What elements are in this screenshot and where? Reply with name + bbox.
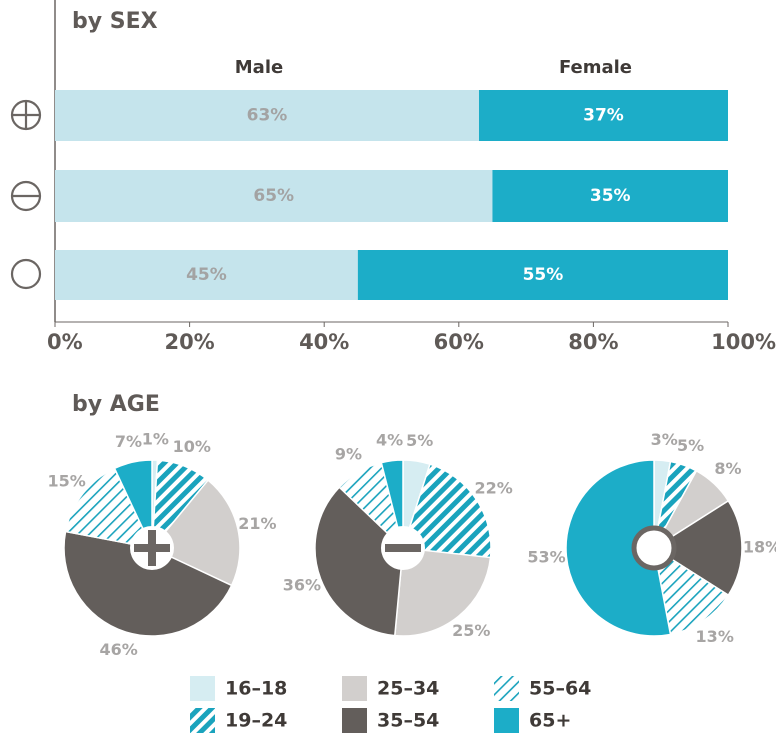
- bar-segment: [492, 170, 728, 222]
- value-label: 53%: [527, 548, 565, 567]
- value-label: 7%: [115, 432, 142, 451]
- legend-label: 55–64: [529, 678, 591, 700]
- value-label: 46%: [99, 640, 137, 659]
- value-label: 1%: [142, 430, 169, 449]
- x-tick-label: 20%: [164, 330, 214, 354]
- value-label: 65%: [253, 186, 294, 206]
- bar-segment: [55, 90, 479, 141]
- x-tick-label: 80%: [568, 330, 618, 354]
- pie-slice: [402, 463, 492, 559]
- x-tick-label: 0%: [47, 330, 83, 354]
- legend-label: 25–34: [377, 678, 439, 700]
- value-label: 4%: [376, 430, 403, 449]
- legend-swatch: [190, 676, 215, 701]
- x-tick-label: 60%: [434, 330, 484, 354]
- bar-segment: [55, 170, 493, 222]
- value-label: 10%: [173, 437, 211, 456]
- value-label: 37%: [583, 106, 624, 126]
- value-label: 36%: [283, 575, 321, 594]
- value-label: 13%: [696, 627, 734, 646]
- legend-label: 65+: [529, 710, 571, 732]
- value-label: 5%: [677, 436, 704, 455]
- value-label: 63%: [247, 106, 288, 126]
- bar-segment: [357, 250, 728, 300]
- pie-slice: [380, 459, 404, 549]
- legend-label: 19–24: [225, 710, 287, 732]
- legend-label: Male: [235, 57, 283, 78]
- chart-title: by AGE: [72, 392, 160, 417]
- pie-slice: [64, 467, 154, 550]
- pie-slice: [314, 486, 404, 637]
- center-hole: [631, 525, 677, 571]
- value-label: 15%: [48, 471, 86, 490]
- pie-slice: [565, 459, 672, 637]
- plus-icon: [148, 530, 156, 566]
- pie-slice: [652, 546, 730, 636]
- value-label: 45%: [186, 265, 227, 285]
- legend-label: Female: [559, 57, 632, 78]
- neutral-icon: [10, 258, 42, 290]
- legend-swatch: [494, 708, 519, 733]
- x-tick-label: 100%: [711, 330, 776, 354]
- value-label: 55%: [523, 265, 564, 285]
- value-label: 9%: [335, 444, 362, 463]
- minus-icon: [385, 544, 421, 552]
- value-label: 5%: [406, 431, 433, 450]
- pie-slice: [393, 547, 492, 637]
- pie-slice: [63, 530, 233, 637]
- legend-label: 35–54: [377, 710, 439, 732]
- pie-slice: [113, 459, 153, 549]
- value-label: 22%: [474, 479, 512, 498]
- legend-swatch: [494, 676, 519, 701]
- value-label: 3%: [651, 430, 678, 449]
- bar-segment: [55, 250, 358, 300]
- value-label: 35%: [590, 186, 631, 206]
- value-label: 18%: [743, 538, 776, 557]
- legend-label: 16–18: [225, 678, 287, 700]
- legend-swatch: [342, 708, 367, 733]
- value-label: 21%: [238, 514, 276, 533]
- pie-slice: [652, 499, 743, 597]
- legend-swatch: [342, 676, 367, 701]
- chart-title: by SEX: [72, 9, 158, 34]
- row-icons: [10, 99, 42, 290]
- legend-swatch: [190, 708, 215, 733]
- bar-segment: [478, 90, 728, 141]
- x-tick-label: 40%: [299, 330, 349, 354]
- value-label: 25%: [452, 621, 490, 640]
- value-label: 8%: [714, 459, 741, 478]
- pie-slice: [150, 479, 241, 587]
